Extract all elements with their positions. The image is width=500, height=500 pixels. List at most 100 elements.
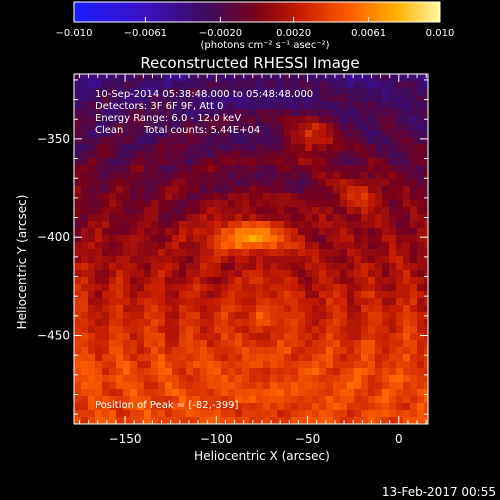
heatmap-cell [298,144,306,152]
heatmap-cell [417,263,425,271]
heatmap-cell [200,284,208,292]
heatmap-cell [235,333,243,341]
heatmap-cell [235,228,243,236]
heatmap-cell [172,312,180,320]
heatmap-cell [109,326,117,334]
heatmap-cell [221,207,229,215]
heatmap-cell [361,186,369,194]
heatmap-cell [172,95,180,103]
heatmap-cell [333,144,341,152]
heatmap-cell [417,249,425,257]
heatmap-cell [403,354,411,362]
heatmap-cell [291,144,299,152]
heatmap-cell [130,179,138,187]
heatmap-cell [305,130,313,138]
heatmap-cell [123,403,131,411]
heatmap-cell [151,319,159,327]
heatmap-cell [389,263,397,271]
heatmap-cell [214,172,222,180]
heatmap-cell [249,291,257,299]
heatmap-cell [207,88,215,96]
heatmap-cell [410,333,418,341]
heatmap-cell [417,417,425,424]
heatmap-cell [74,186,82,194]
heatmap-cell [270,242,278,250]
heatmap-cell [368,256,376,264]
heatmap-cell [347,81,355,89]
heatmap-cell [207,347,215,355]
heatmap-cell [396,249,404,257]
heatmap-cell [221,326,229,334]
heatmap-cell [410,95,418,103]
heatmap-cell [221,410,229,418]
heatmap-cell [158,151,166,159]
heatmap-cell [214,95,222,103]
heatmap-cell [354,221,362,229]
heatmap-cell [256,102,264,110]
heatmap-cell [277,347,285,355]
heatmap-cell [102,375,110,383]
heatmap-cell [116,200,124,208]
heatmap-cell [137,200,145,208]
heatmap-cell [361,158,369,166]
heatmap-cell [74,179,82,187]
heatmap-cell [95,347,103,355]
heatmap-cell [179,347,187,355]
heatmap-cell [200,116,208,124]
heatmap-cell [130,158,138,166]
heatmap-cell [116,319,124,327]
heatmap-cell [200,207,208,215]
heatmap-cell [389,417,397,424]
heatmap-cell [396,235,404,243]
heatmap-cell [256,263,264,271]
heatmap-cell [116,172,124,180]
heatmap-cell [424,207,428,215]
heatmap-cell [186,263,194,271]
heatmap-cell [270,333,278,341]
heatmap-cell [179,368,187,376]
heatmap-cell [368,354,376,362]
heatmap-cell [361,403,369,411]
heatmap-cell [193,193,201,201]
heatmap-cell [326,144,334,152]
heatmap-cell [305,396,313,404]
heatmap-cell [81,277,89,285]
heatmap-cell [347,347,355,355]
heatmap-cell [361,326,369,334]
heatmap-cell [200,228,208,236]
heatmap-cell [249,137,257,145]
heatmap-cell [319,263,327,271]
heatmap-cell [312,354,320,362]
heatmap-cell [137,207,145,215]
heatmap-cell [326,88,334,96]
heatmap-cell [375,109,383,117]
heatmap-cell [291,207,299,215]
heatmap-cell [186,270,194,278]
heatmap-cell [235,116,243,124]
heatmap-cell [200,123,208,131]
heatmap-cell [102,270,110,278]
heatmap-cell [144,340,152,348]
heatmap-cell [172,249,180,257]
heatmap-cell [333,242,341,250]
heatmap-cell [319,193,327,201]
heatmap-cell [396,382,404,390]
heatmap-cell [151,221,159,229]
y-tick-label: −400 [37,230,70,244]
heatmap-cell [326,354,334,362]
heatmap-cell [200,410,208,418]
heatmap-cell [137,130,145,138]
heatmap-cell [256,200,264,208]
heatmap-cell [389,207,397,215]
heatmap-cell [81,326,89,334]
heatmap-cell [326,193,334,201]
heatmap-cell [375,172,383,180]
heatmap-cell [102,305,110,313]
heatmap-cell [130,312,138,320]
heatmap-cell [298,270,306,278]
heatmap-cell [284,277,292,285]
heatmap-cell [116,389,124,397]
heatmap-cell [326,165,334,173]
heatmap-cell [186,221,194,229]
heatmap-cell [95,130,103,138]
